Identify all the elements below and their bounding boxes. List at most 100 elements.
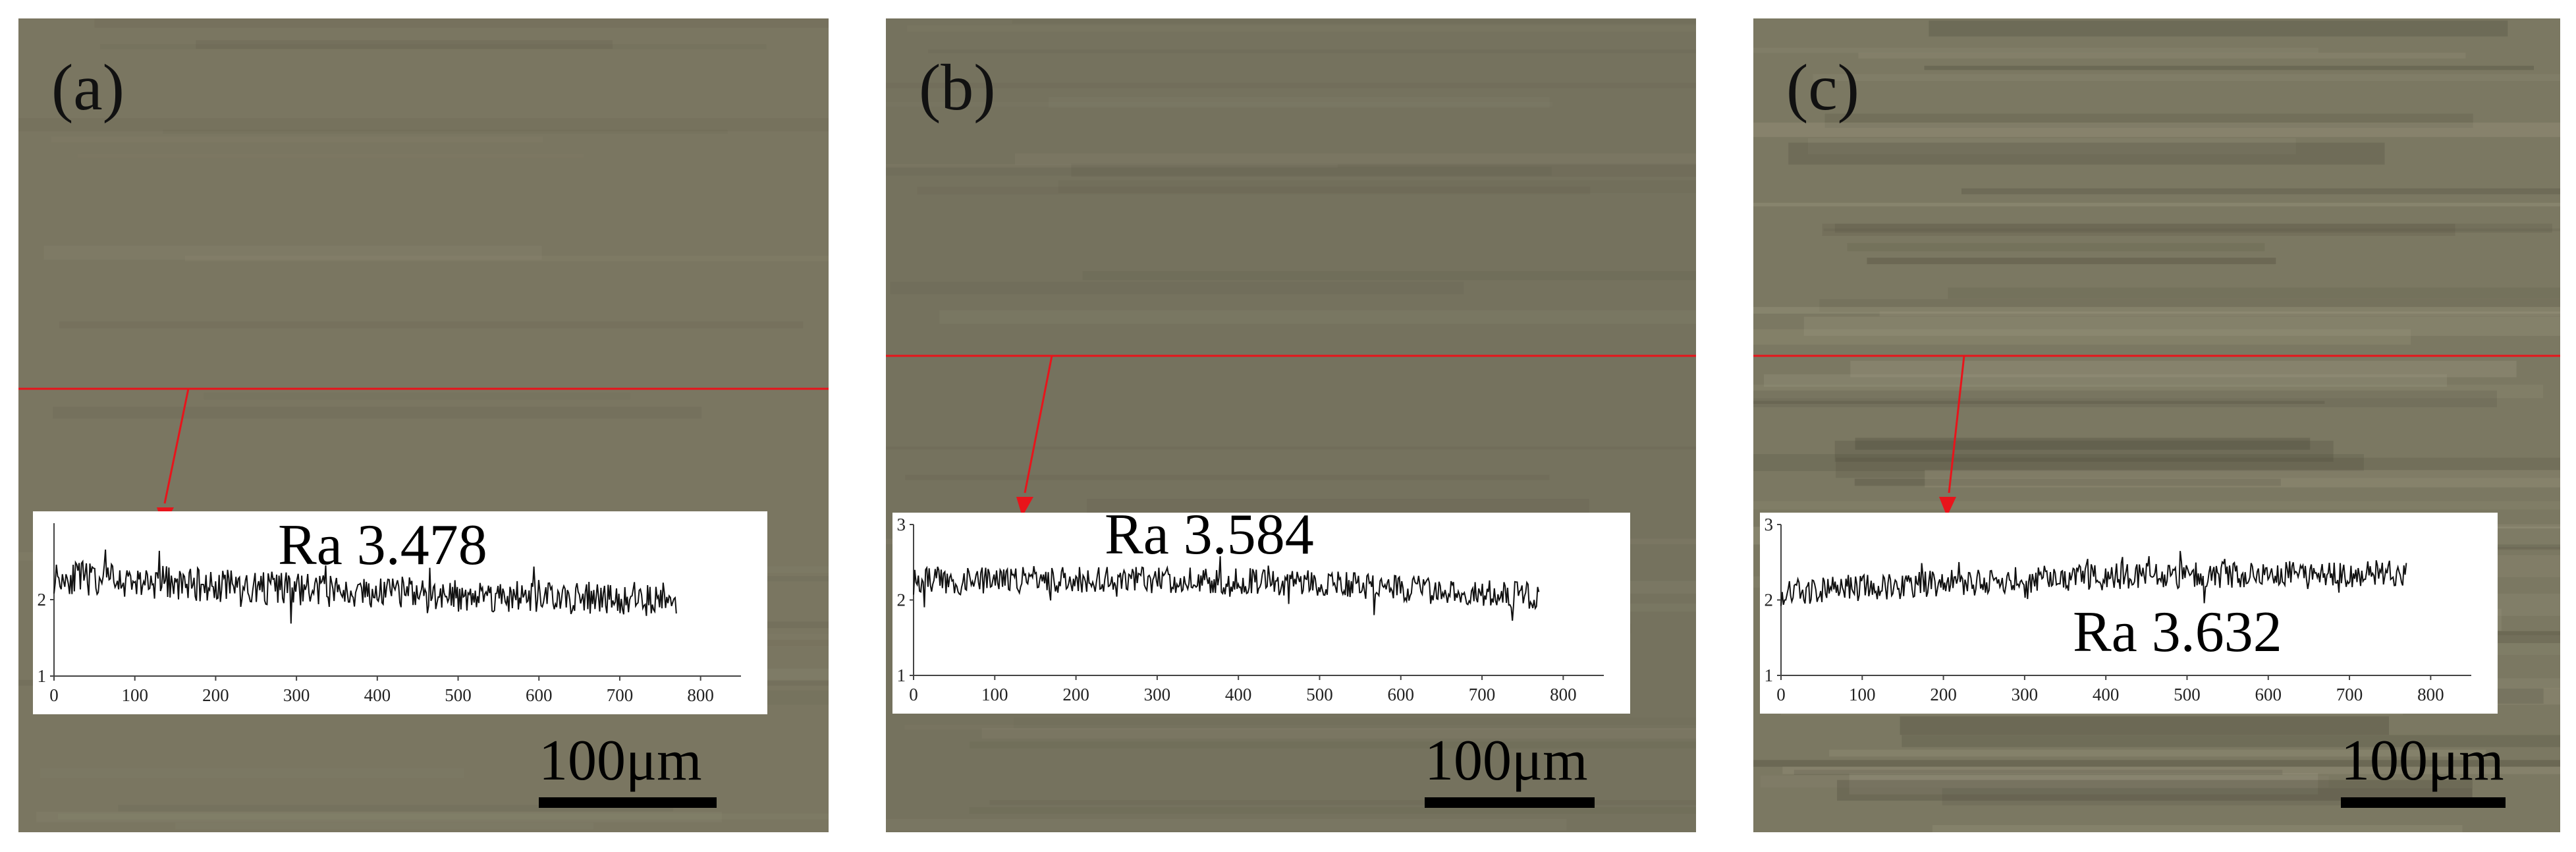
surface-streak [1829,749,2486,757]
surface-streak [1929,20,2508,37]
surface-streak [1803,316,2560,336]
x-tick-label: 200 [202,685,229,705]
surface-streak [100,44,767,49]
x-tick-label: 100 [1849,685,1876,704]
scale-bar [539,797,717,808]
x-tick-label: 800 [1550,685,1577,704]
profile-inset: 0 100 200 300 400 500 600 700 800 1 2 Ra 3.478 [33,511,767,714]
surface-streak [907,25,1696,32]
surface-streak [1087,499,1589,513]
x-tick-label: 0 [1776,685,1786,704]
surface-streak [1753,390,2497,408]
surface-streak [886,446,1696,449]
surface-streak [981,727,1696,739]
surface-streak [196,40,613,49]
x-tick-label: 200 [1930,685,1957,704]
y-tick-label: 1 [1765,666,1774,685]
surface-streak [1764,374,2448,387]
surface-streak [51,136,543,142]
profile-inset: 0 100 200 300 400 500 600 700 800 1 2 3 Ra 3.584 [892,506,1630,714]
surface-streak [1925,470,2560,488]
surface-streak [1858,52,2466,59]
surface-streak [1855,438,2311,450]
micrograph-panel-a: (a) 0 100 200 300 400 500 600 700 800 1 2 Ra 3.478… [18,18,829,832]
surface-streak [59,321,804,329]
x-tick-label: 300 [1144,685,1171,704]
x-tick-label: 400 [2093,685,2120,704]
x-tick-label: 400 [364,685,391,705]
surface-streak [1948,287,2560,299]
surface-streak [1071,163,1696,177]
x-tick-label: 0 [909,685,918,704]
panel-label: (c) [1786,51,1859,124]
surface-streak [163,130,728,134]
panel-label: (b) [919,51,996,124]
surface-streak [905,474,1550,480]
surface-streak [57,813,829,820]
surface-streak [1836,457,2560,478]
surface-streak [1879,311,2560,317]
x-tick-label: 300 [2012,685,2039,704]
surface-streak [78,154,584,158]
x-tick-label: 700 [607,685,634,705]
surface-streak [1753,401,2325,404]
surface-streak [1753,329,2411,345]
surface-streak [1753,384,2544,399]
micrograph-panel-c: (c) 0 100 200 300 400 500 600 700 800 1 2 3 Ra 3.63… [1753,18,2560,832]
surface-streak [1822,223,2455,236]
section-line-overlay [886,355,1696,517]
x-tick-label: 800 [687,685,714,705]
x-tick-label: 200 [1062,685,1089,704]
red-arrowhead [1939,497,1956,517]
x-tick-label: 700 [2336,685,2363,704]
ra-value: Ra 3.632 [2073,600,2282,664]
red-arrow [1948,355,1965,494]
surface-streak [1924,65,2535,71]
surface-streak [1823,228,2560,231]
x-tick-label: 800 [2417,685,2444,704]
surface-streak [40,768,464,778]
x-tick-label: 400 [1225,685,1252,704]
surface-streak [1807,138,2296,155]
surface-streak [1014,717,1696,729]
red-arrowhead [1016,497,1033,517]
surface-streak [53,407,702,419]
surface-streak [1058,180,1696,194]
surface-streak [928,49,1696,53]
roughness-profile-chart: 0 100 200 300 400 500 600 700 800 1 2 3 [1765,515,2471,704]
y-tick-label: 3 [897,515,906,534]
surface-streak [1902,735,2560,747]
red-arrow [1024,355,1053,494]
surface-streak [1961,188,2560,194]
surface-streak [1849,773,2318,795]
x-tick-label: 100 [981,685,1008,704]
surface-streak [118,805,674,812]
surface-streak [886,818,1567,831]
surface-streak [1753,306,2560,314]
roughness-profile-chart: 0 100 200 300 400 500 600 700 800 1 2 3 [897,515,1604,704]
surface-streak [1048,97,1550,108]
surface-streak [1819,298,2560,312]
surface-streak [1813,74,2560,82]
surface-streak [890,281,1464,295]
surface-streak [36,812,722,822]
surface-streak [1867,258,2276,264]
scale-bar [2341,797,2506,808]
x-tick-label: 600 [2255,685,2282,704]
x-tick-label: 300 [283,685,310,705]
surface-streak [1753,760,2560,767]
x-tick-label: 500 [445,685,472,705]
surface-streak [1932,825,2463,832]
surface-streak [185,256,829,262]
profile-trace [1780,551,2407,606]
surface-streak [1760,775,2329,788]
surface-streak [204,392,630,400]
x-tick-label: 600 [1388,685,1415,704]
panel-label: (a) [51,51,124,124]
surface-streak [904,725,1696,730]
surface-streak [1012,19,1696,24]
micrograph-panel-b: (b) 0 100 200 300 400 500 600 700 800 1 2 3 Ra 3.58… [886,18,1696,832]
profile-trace [913,556,1540,621]
ra-value: Ra 3.478 [278,513,487,577]
x-tick-label: 500 [1306,685,1333,704]
